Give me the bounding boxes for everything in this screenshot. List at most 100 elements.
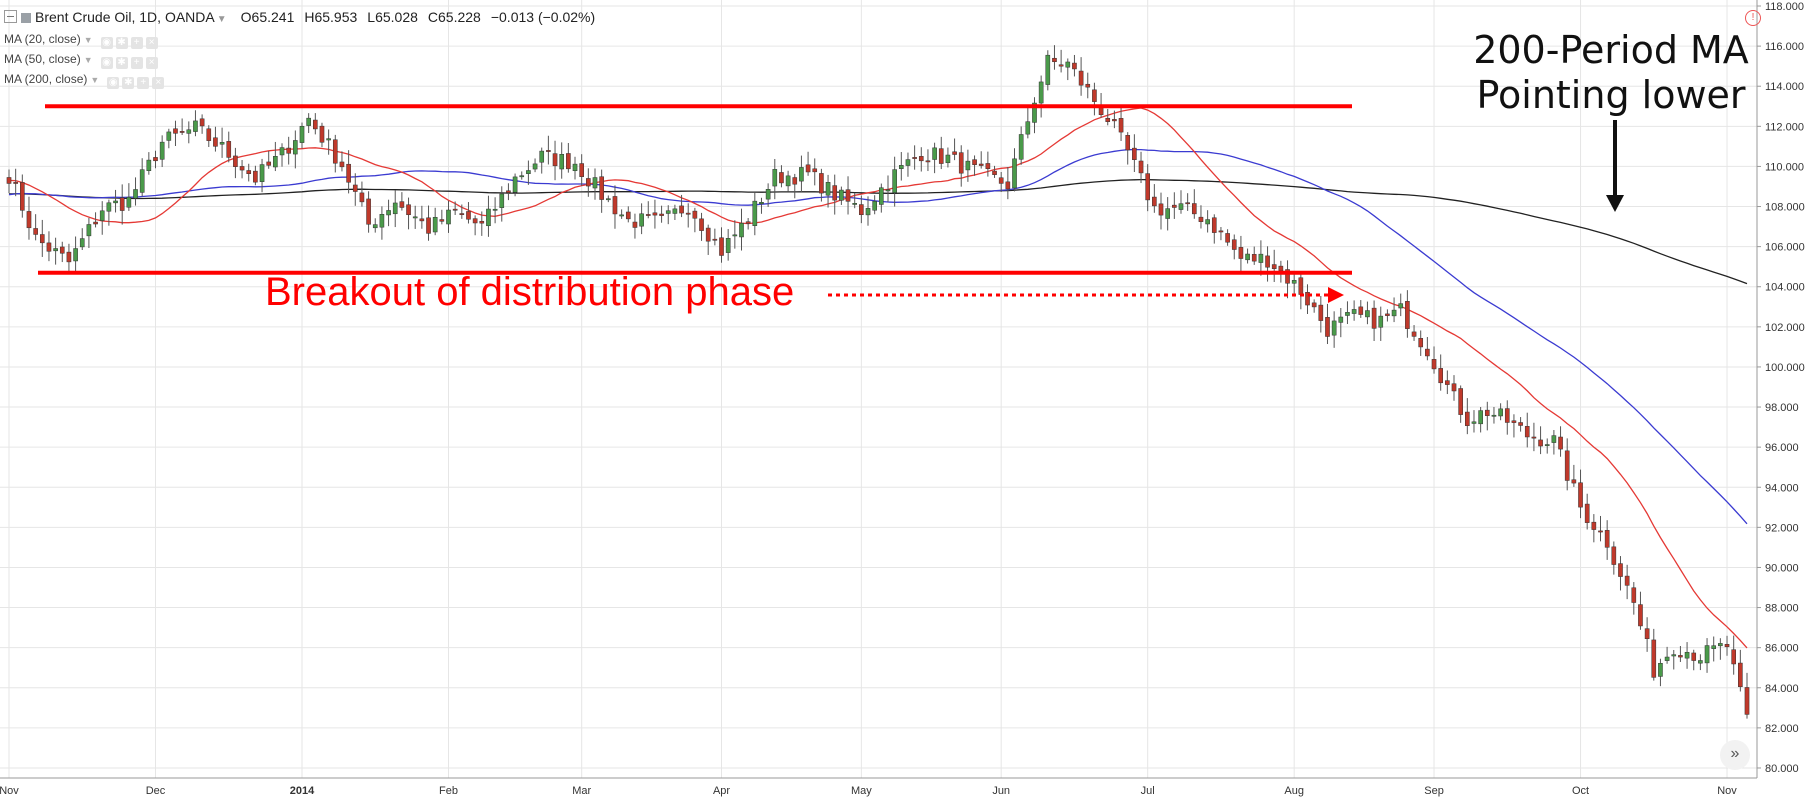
candle[interactable] (1405, 290, 1410, 338)
candle[interactable] (1032, 97, 1037, 134)
candle[interactable] (745, 218, 751, 230)
candle[interactable] (412, 205, 418, 229)
candle[interactable] (1158, 192, 1164, 230)
candle[interactable] (705, 224, 711, 255)
candle[interactable] (839, 186, 844, 205)
candle[interactable] (386, 199, 391, 227)
candle[interactable] (1484, 401, 1490, 431)
candle[interactable] (113, 189, 118, 213)
candle[interactable] (546, 135, 551, 165)
candle[interactable] (1664, 646, 1670, 664)
candle[interactable] (692, 207, 698, 233)
candle[interactable] (1671, 649, 1677, 670)
close-icon[interactable]: × (145, 37, 158, 49)
candle[interactable] (1571, 464, 1577, 487)
candle[interactable] (1391, 297, 1397, 323)
candle[interactable] (199, 114, 205, 134)
candle[interactable] (1504, 400, 1510, 435)
candle[interactable] (805, 151, 811, 176)
candle[interactable] (799, 155, 804, 193)
candle[interactable] (1551, 430, 1557, 455)
candle[interactable] (1132, 134, 1137, 173)
candle[interactable] (1418, 330, 1424, 356)
candle[interactable] (1371, 300, 1377, 342)
candle[interactable] (366, 191, 371, 233)
candle[interactable] (1231, 234, 1237, 260)
candle[interactable] (1518, 417, 1523, 432)
plus-icon[interactable]: + (130, 37, 143, 49)
candle[interactable] (193, 110, 198, 137)
candle[interactable] (612, 185, 618, 229)
gear-icon[interactable]: ✱ (115, 57, 128, 69)
candle[interactable] (79, 228, 85, 250)
candle[interactable] (539, 147, 545, 174)
candle[interactable] (219, 127, 225, 158)
candle[interactable] (845, 176, 851, 215)
candle[interactable] (1012, 148, 1017, 192)
candle[interactable] (1045, 50, 1051, 91)
candle[interactable] (1651, 628, 1657, 681)
candle[interactable] (33, 214, 38, 241)
candle[interactable] (299, 122, 305, 149)
candle[interactable] (938, 136, 944, 170)
eye-icon[interactable]: ◉ (100, 37, 113, 49)
candle[interactable] (559, 142, 565, 179)
candle[interactable] (392, 190, 398, 228)
candle[interactable] (592, 168, 598, 200)
candle[interactable] (133, 177, 138, 206)
candle[interactable] (1172, 192, 1177, 219)
candle[interactable] (1291, 274, 1297, 297)
candle[interactable] (1738, 649, 1743, 692)
candle[interactable] (1558, 426, 1563, 457)
candle[interactable] (1611, 541, 1617, 575)
candle[interactable] (925, 149, 931, 172)
candle[interactable] (665, 205, 671, 225)
candle[interactable] (173, 120, 178, 146)
candle[interactable] (965, 149, 971, 182)
candle[interactable] (1498, 403, 1503, 421)
candle[interactable] (1078, 57, 1084, 96)
candle[interactable] (1698, 654, 1703, 671)
candle[interactable] (93, 212, 98, 228)
candle[interactable] (459, 204, 465, 219)
candle[interactable] (552, 140, 558, 181)
candle[interactable] (1325, 303, 1330, 345)
candle[interactable] (952, 138, 957, 161)
candle[interactable] (1564, 438, 1570, 491)
candle[interactable] (1138, 151, 1144, 184)
candle[interactable] (1644, 617, 1650, 652)
candle[interactable] (139, 158, 145, 197)
candle[interactable] (1531, 422, 1537, 452)
candle[interactable] (253, 165, 258, 186)
candle[interactable] (752, 192, 758, 236)
candle[interactable] (1058, 49, 1064, 73)
candle[interactable] (332, 134, 338, 173)
candle[interactable] (1245, 248, 1250, 264)
candle[interactable] (1072, 54, 1077, 77)
candle[interactable] (519, 171, 525, 180)
candle[interactable] (206, 125, 212, 147)
collapse-icon[interactable] (4, 10, 17, 23)
candle[interactable] (379, 206, 385, 240)
candle[interactable] (1185, 193, 1190, 211)
candle[interactable] (1165, 197, 1170, 231)
candle[interactable] (532, 158, 538, 173)
candle[interactable] (1251, 246, 1257, 265)
candle[interactable] (233, 147, 238, 179)
candle[interactable] (153, 150, 158, 169)
candle[interactable] (825, 174, 831, 208)
candle[interactable] (439, 209, 445, 225)
candle[interactable] (39, 219, 45, 257)
candle[interactable] (466, 202, 471, 224)
candle[interactable] (1458, 385, 1463, 423)
candle[interactable] (1638, 591, 1643, 630)
candle[interactable] (1438, 354, 1444, 391)
chevron-down-icon[interactable]: ▼ (90, 75, 100, 85)
candle[interactable] (945, 147, 951, 168)
candle[interactable] (359, 181, 365, 207)
candle[interactable] (865, 196, 871, 226)
candle[interactable] (1411, 325, 1417, 341)
candle[interactable] (59, 241, 65, 263)
candle[interactable] (1598, 515, 1603, 542)
candle[interactable] (419, 205, 425, 229)
